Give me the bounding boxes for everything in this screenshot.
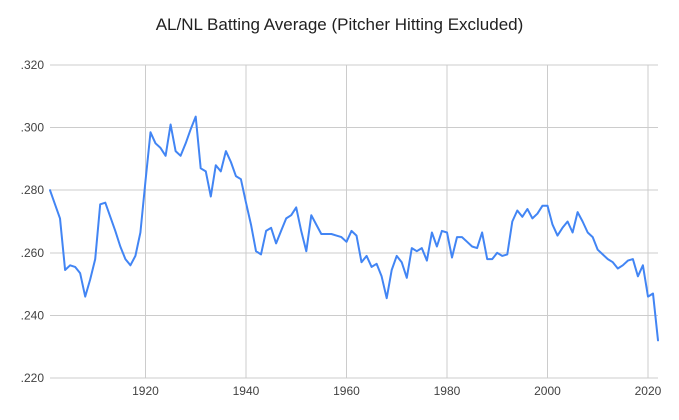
x-tick-label: 2020 — [635, 384, 662, 398]
gridlines — [50, 64, 658, 379]
x-axis-labels: 1920 1940 1960 1980 2000 2020 — [132, 384, 662, 398]
x-tick-label: 1980 — [434, 384, 461, 398]
y-tick-label: .320 — [21, 58, 45, 72]
x-tick-label: 2000 — [534, 384, 561, 398]
chart-title: AL/NL Batting Average (Pitcher Hitting E… — [155, 15, 524, 34]
y-tick-label: .300 — [21, 121, 45, 135]
y-axis-labels: .220 .240 .260 .280 .300 .320 — [21, 58, 45, 385]
x-tick-label: 1940 — [233, 384, 260, 398]
y-tick-label: .220 — [21, 371, 45, 385]
y-tick-label: .260 — [21, 246, 45, 260]
y-tick-label: .280 — [21, 183, 45, 197]
batting-average-line — [49, 115, 659, 342]
x-tick-label: 1960 — [333, 384, 360, 398]
y-tick-label: .240 — [21, 308, 45, 322]
x-tick-label: 1920 — [132, 384, 159, 398]
